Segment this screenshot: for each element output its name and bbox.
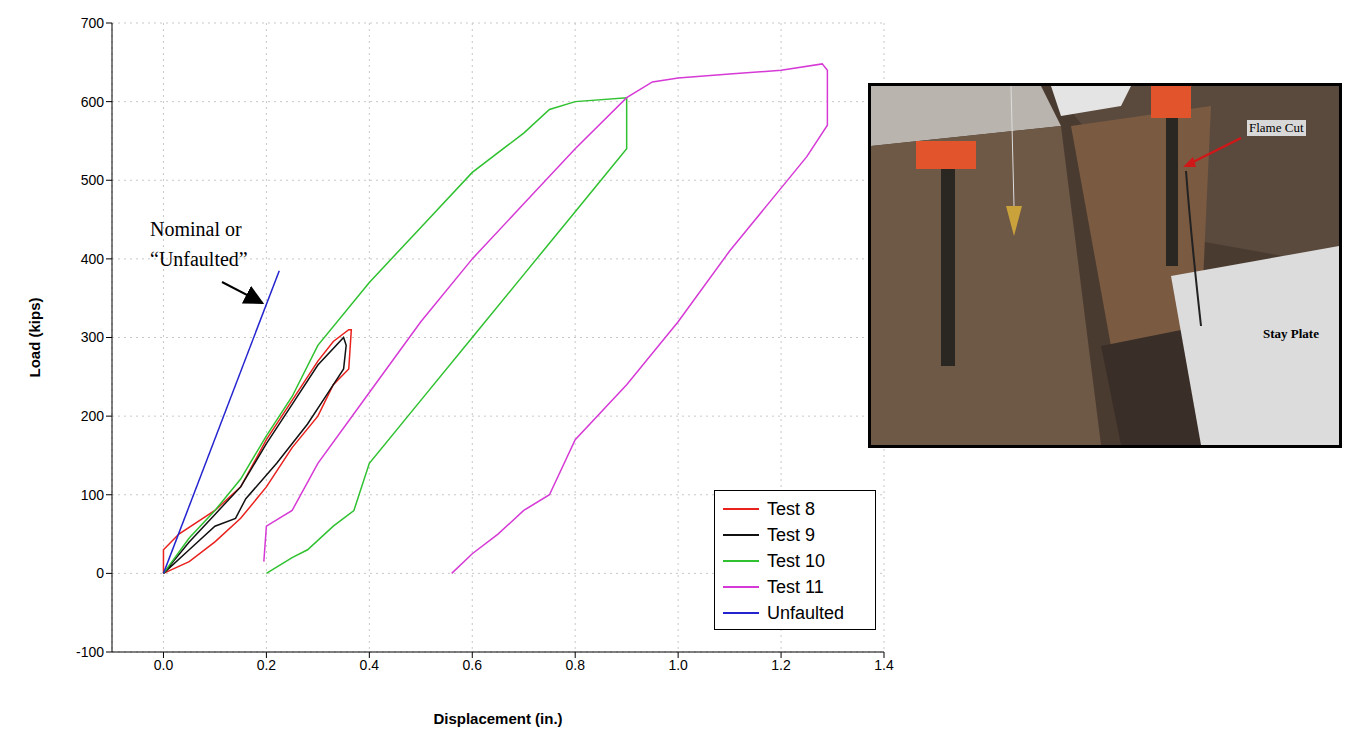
svg-text:0.2: 0.2	[257, 657, 277, 673]
svg-text:1.2: 1.2	[771, 657, 791, 673]
svg-text:0: 0	[96, 565, 104, 581]
svg-text:0.8: 0.8	[565, 657, 585, 673]
html-text:Unfaulted: Unfaulted	[767, 602, 845, 623]
html-text:Stay Plate: Stay Plate	[1263, 326, 1319, 341]
html-text:Flame Cut: Flame Cut	[1249, 120, 1304, 135]
svg-text:0.0: 0.0	[154, 657, 174, 673]
svg-text:300: 300	[81, 329, 105, 345]
html-text:Test 9: Test 9	[767, 524, 815, 545]
svg-text:“Unfaulted”: “Unfaulted”	[150, 248, 248, 270]
svg-text:1.0: 1.0	[668, 657, 688, 673]
svg-text:1.4: 1.4	[874, 657, 894, 673]
svg-text:0.6: 0.6	[463, 657, 483, 673]
svg-text:Nominal or: Nominal or	[150, 218, 242, 240]
svg-text:200: 200	[81, 408, 105, 424]
svg-text:100: 100	[81, 487, 105, 503]
svg-text:Displacement (in.): Displacement (in.)	[433, 710, 562, 727]
html-text:Test 10: Test 10	[767, 550, 825, 571]
svg-text:400: 400	[81, 251, 105, 267]
svg-text:700: 700	[81, 15, 105, 31]
svg-text:0.4: 0.4	[360, 657, 380, 673]
svg-text:-100: -100	[76, 644, 104, 660]
html-text:Test 11: Test 11	[767, 576, 824, 597]
svg-text:600: 600	[81, 94, 105, 110]
svg-text:500: 500	[81, 172, 105, 188]
svg-text:Load (kips): Load (kips)	[26, 297, 43, 377]
html-text:Test 8: Test 8	[767, 498, 815, 519]
